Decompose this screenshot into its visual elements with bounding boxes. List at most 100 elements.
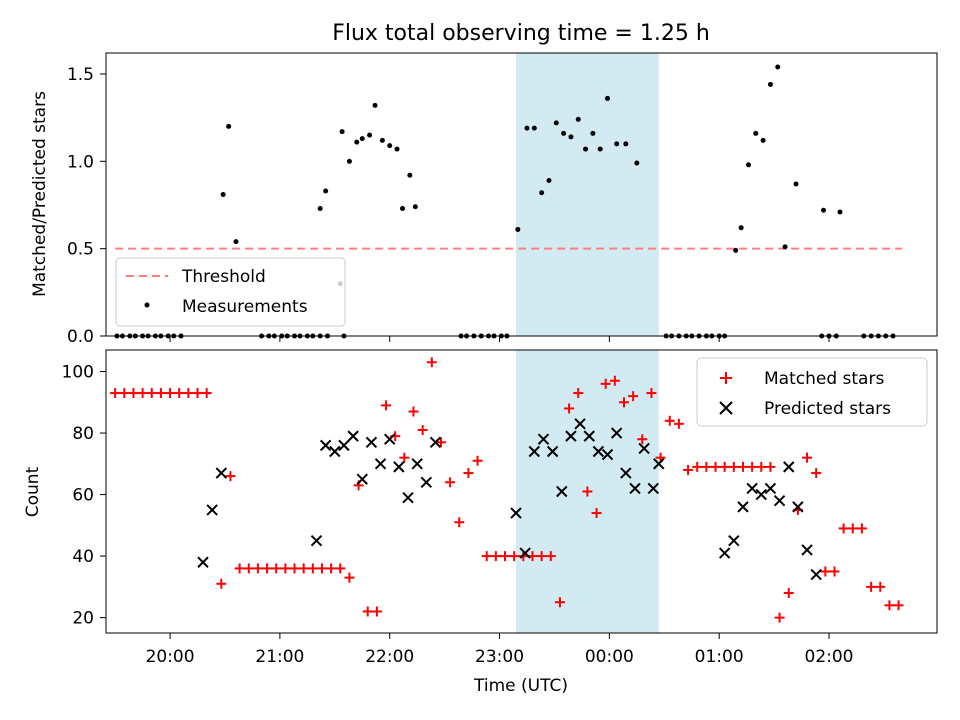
matched-star-point [646, 388, 657, 399]
predicted-legend-label: Predicted stars [764, 399, 891, 419]
measurement-point [407, 172, 413, 178]
matched-star-point [554, 597, 565, 608]
top-legend: Threshold Measurements [115, 257, 346, 327]
predicted-star-point [519, 547, 531, 559]
measurement-point [323, 188, 329, 194]
measurement-point [775, 64, 781, 70]
matched-star-point [417, 424, 428, 435]
matched-star-point [820, 566, 831, 577]
measurement-point [793, 181, 799, 187]
observing-window-top [516, 53, 659, 336]
measurement-point [539, 190, 545, 196]
bottom-legend-box [696, 357, 928, 427]
threshold-legend-label: Threshold [181, 267, 266, 287]
predicted-star-point [583, 430, 595, 442]
measurement-point [575, 116, 581, 122]
measurement-point [614, 141, 620, 147]
top-legend-box [115, 257, 346, 327]
matched-star-point [463, 468, 474, 479]
top-x-ticks [169, 336, 830, 342]
matched-star-point [856, 523, 867, 534]
measurement-point [583, 146, 589, 152]
matched-star-point [783, 588, 794, 599]
matched-star-point [454, 517, 465, 528]
predicted-star-point [546, 445, 559, 458]
matched-star-point [110, 388, 121, 399]
measurement-point [354, 139, 360, 145]
matched-star-point [426, 357, 437, 368]
predicted-star-point [792, 501, 804, 513]
bottom-y-tick-label: 60 [72, 486, 94, 506]
measurement-point [821, 207, 827, 213]
predicted-star-point [764, 482, 777, 495]
matched-star-point [490, 551, 501, 562]
matched-star-point [536, 551, 547, 562]
measurement-point [220, 192, 226, 197]
predicted-star-point [737, 501, 749, 513]
measurement-point [553, 120, 559, 126]
matched-star-point [664, 415, 675, 426]
matched-star-point [802, 452, 813, 463]
matched-star-point [234, 563, 245, 574]
measurement-point [738, 225, 744, 231]
predicted-legend-swatch [719, 401, 733, 415]
x-tick-label: 02:00 [805, 647, 854, 667]
matched-star-point [445, 477, 456, 488]
matched-star-point [128, 388, 139, 399]
predicted-star-point [601, 448, 614, 461]
matched-star-point [472, 455, 483, 466]
chart-title: Flux total observing time = 1.25 h [332, 21, 710, 46]
bottom-y-tick-label: 80 [72, 424, 94, 444]
measurement-point [767, 81, 773, 87]
predicted-star-point [638, 442, 650, 455]
predicted-star-point [746, 482, 758, 495]
matched-star-point [225, 471, 236, 482]
matched-star-point [609, 375, 620, 386]
measurement-point [387, 143, 393, 149]
predicted-star-point [718, 547, 731, 559]
predicted-star-point [356, 473, 368, 485]
x-tick-label: 01:00 [695, 647, 744, 667]
matched-star-point [847, 523, 858, 534]
matched-star-point [307, 563, 318, 574]
x-tick-label: 22:00 [365, 647, 414, 667]
measurement-point [590, 130, 596, 136]
measurement-point [733, 247, 739, 253]
matched-star-point [737, 461, 748, 472]
x-tick-label: 23:00 [475, 647, 524, 667]
predicted-star-point [565, 430, 577, 442]
matched-star-point [728, 461, 739, 472]
matched-star-point [509, 551, 520, 562]
predicted-star-point [402, 491, 414, 504]
matched-star-point [183, 388, 194, 399]
top-y-tick-label: 0.5 [67, 240, 94, 260]
matched-star-point [280, 563, 291, 574]
top-y-ticks: 0.0 0.5 1.0 1.5 [67, 65, 106, 347]
predicted-star-point [528, 445, 541, 458]
measurement-point [339, 129, 345, 135]
matched-star-point [362, 606, 373, 617]
predicted-star-point [411, 458, 423, 470]
matched-star-point [381, 400, 392, 411]
x-tick-label: 00:00 [585, 647, 634, 667]
measurement-point [623, 141, 629, 147]
measurement-point [597, 146, 603, 152]
matched-star-point [481, 551, 492, 562]
matched-star-point [893, 600, 904, 611]
predicted-star-point [574, 418, 586, 430]
predicted-star-point [556, 485, 568, 498]
measurement-point [837, 209, 843, 215]
measurement-point [317, 205, 323, 211]
matched-star-point [399, 452, 410, 463]
measurements-legend-swatch [144, 302, 150, 308]
predicted-star-point [384, 433, 396, 445]
matched-star-point [884, 600, 895, 611]
matched-star-point [765, 461, 776, 472]
matched-star-point [701, 461, 712, 472]
matched-star-point [344, 572, 355, 583]
predicted-star-point [610, 427, 623, 439]
measurement-point [346, 158, 352, 164]
predicted-star-point [629, 482, 641, 495]
matched-star-point [192, 388, 203, 399]
matched-star-point [298, 563, 309, 574]
